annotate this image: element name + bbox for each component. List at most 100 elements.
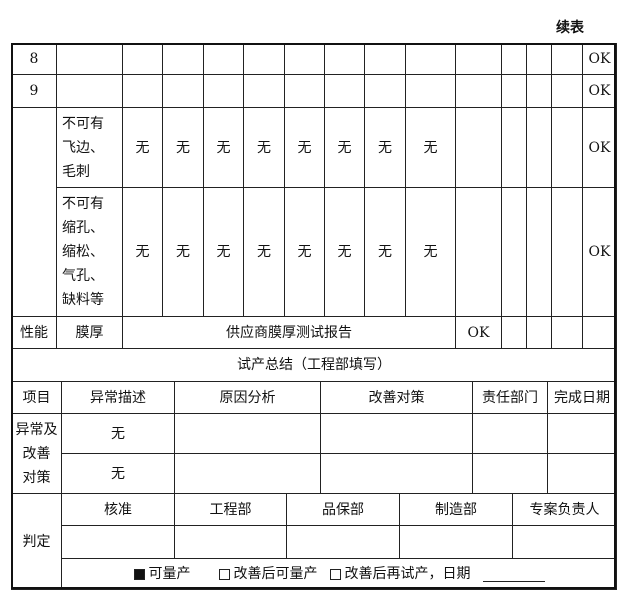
table-cell (364, 43, 406, 75)
table-cell (324, 74, 365, 108)
option-label: 改善后可量产 (233, 566, 318, 582)
abnormal-description: 无 (61, 453, 175, 494)
check-value: 无 (122, 107, 163, 188)
option-2[interactable]: 改善后再试产，日期 (329, 562, 471, 586)
row-number: 8 (11, 43, 57, 75)
check-value: 无 (284, 187, 325, 317)
table-cell[interactable] (174, 453, 321, 494)
table-cell (56, 43, 123, 75)
result-cell: OK (582, 187, 617, 317)
table-cell (501, 316, 527, 349)
row-number: 9 (11, 74, 57, 108)
check-value: 无 (364, 187, 406, 317)
table-cell (162, 43, 204, 75)
table-cell (455, 107, 502, 188)
signoff-field[interactable] (61, 525, 175, 559)
check-value: 无 (405, 107, 456, 188)
table-cell (582, 316, 617, 349)
abnormal-section-label: 异常及 改善 对策 (11, 413, 62, 494)
merged-category-cell (11, 107, 57, 317)
table-cell[interactable] (547, 413, 617, 454)
table-cell[interactable] (320, 413, 473, 454)
checked-box-icon[interactable] (133, 568, 145, 580)
signoff-header: 专案负责人 (512, 493, 617, 526)
defect-criterion: 不可有 缩孔、 缩松、 气孔、 缺料等 (56, 187, 123, 317)
table-cell (405, 43, 456, 75)
judgement-options: 可量产 改善后可量产 改善后再试产，日期 (61, 558, 617, 590)
table-cell (501, 107, 527, 188)
table-cell (526, 316, 552, 349)
signoff-header: 核准 (61, 493, 175, 526)
check-value: 无 (122, 187, 163, 317)
check-value: 无 (405, 187, 456, 317)
check-value: 无 (324, 187, 365, 317)
option-1[interactable]: 改善后可量产 (218, 562, 318, 586)
signoff-field[interactable] (512, 525, 617, 559)
check-value: 无 (243, 187, 285, 317)
option-0[interactable]: 可量产 (133, 562, 191, 586)
table-cell (526, 74, 552, 108)
result-cell: OK (582, 43, 617, 75)
summary-header: 责任部门 (472, 381, 548, 414)
check-value: 无 (324, 107, 365, 188)
table-cell (324, 43, 365, 75)
table-cell (551, 187, 583, 317)
performance-item: 膜厚 (56, 316, 123, 349)
check-value: 无 (162, 187, 204, 317)
table-cell[interactable] (472, 413, 548, 454)
check-value: 无 (203, 107, 244, 188)
table-cell (122, 74, 163, 108)
signoff-header: 品保部 (286, 493, 400, 526)
table-cell (243, 43, 285, 75)
table-cell[interactable] (472, 453, 548, 494)
option-label: 改善后再试产，日期 (344, 566, 471, 582)
result-cell: OK (582, 74, 617, 108)
table-cell (551, 43, 583, 75)
table-cell[interactable] (547, 453, 617, 494)
table-cell (56, 74, 123, 108)
performance-method: 供应商膜厚测试报告 (122, 316, 456, 349)
signoff-field[interactable] (174, 525, 287, 559)
unchecked-box-icon[interactable] (218, 568, 230, 580)
table-cell (551, 74, 583, 108)
date-blank-field[interactable] (482, 567, 545, 582)
signoff-field[interactable] (399, 525, 513, 559)
table-cell (455, 43, 502, 75)
unchecked-box-icon[interactable] (329, 568, 341, 580)
result-cell: OK (582, 107, 617, 188)
table-cell (551, 316, 583, 349)
table-cell (455, 187, 502, 317)
signoff-header: 制造部 (399, 493, 513, 526)
summary-header: 改善对策 (320, 381, 473, 414)
summary-header: 项目 (11, 381, 62, 414)
check-value: 无 (162, 107, 204, 188)
summary-title: 试产总结（工程部填写） (11, 348, 617, 382)
table-cell (284, 74, 325, 108)
table-cell (284, 43, 325, 75)
check-value: 无 (284, 107, 325, 188)
table-cell[interactable] (174, 413, 321, 454)
table-cell (243, 74, 285, 108)
table-cell (501, 74, 527, 108)
options-group: 可量产 改善后可量产 改善后再试产，日期 (133, 562, 545, 586)
summary-header: 完成日期 (547, 381, 617, 414)
performance-result: OK (455, 316, 502, 349)
signoff-header: 工程部 (174, 493, 287, 526)
abnormal-description: 无 (61, 413, 175, 454)
signoff-field[interactable] (286, 525, 400, 559)
table-cell (501, 187, 527, 317)
table-cell (526, 107, 552, 188)
table-cell (122, 43, 163, 75)
summary-header: 原因分析 (174, 381, 321, 414)
table-cell (526, 43, 552, 75)
table-cell (203, 43, 244, 75)
table-cell (162, 74, 204, 108)
defect-criterion: 不可有 飞边、 毛刺 (56, 107, 123, 188)
performance-category: 性能 (11, 316, 57, 349)
table-cell[interactable] (320, 453, 473, 494)
table-cell (405, 74, 456, 108)
table-cell (551, 107, 583, 188)
table-cell (526, 187, 552, 317)
check-value: 无 (203, 187, 244, 317)
check-value: 无 (364, 107, 406, 188)
